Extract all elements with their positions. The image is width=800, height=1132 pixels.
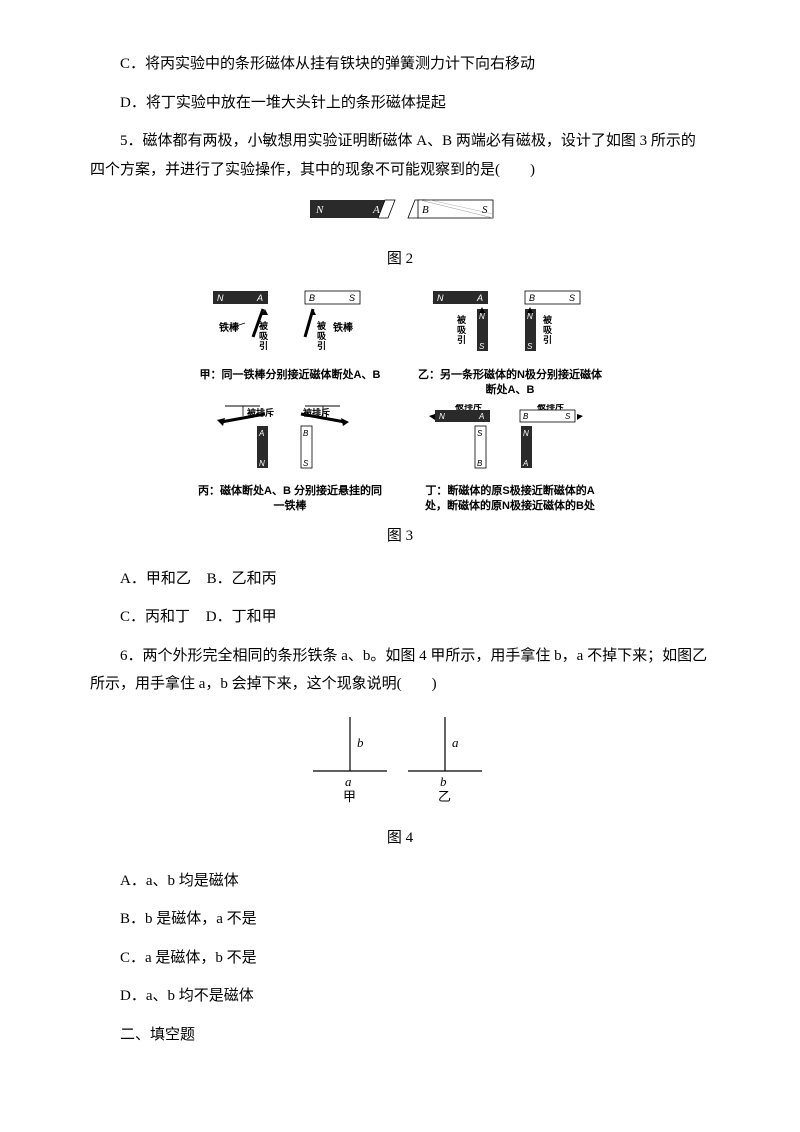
svg-text:被排斥: 被排斥 bbox=[247, 407, 274, 418]
svg-text:吸: 吸 bbox=[317, 331, 327, 341]
svg-text:S: S bbox=[349, 293, 355, 303]
figure-2-label: 图 2 bbox=[90, 245, 710, 274]
svg-text:S: S bbox=[565, 412, 571, 421]
svg-text:N: N bbox=[217, 293, 224, 303]
svg-text:引: 引 bbox=[317, 340, 326, 351]
svg-text:A: A bbox=[476, 293, 483, 303]
q5-opt-d: D．丁和甲 bbox=[206, 609, 277, 625]
svg-text:被排斥: 被排斥 bbox=[455, 404, 482, 411]
q5-opt-b: B．乙和丙 bbox=[207, 571, 277, 587]
q5-options-cd: C．丙和丁 D．丁和甲 bbox=[90, 603, 710, 632]
svg-text:B: B bbox=[422, 204, 429, 216]
svg-text:被: 被 bbox=[259, 320, 269, 331]
svg-text:A: A bbox=[258, 429, 264, 438]
svg-text:引: 引 bbox=[259, 340, 268, 351]
svg-text:N: N bbox=[315, 204, 324, 216]
svg-text:B: B bbox=[477, 459, 483, 468]
svg-text:被排斥: 被排斥 bbox=[303, 407, 330, 418]
fig3-jia: N A 铁棒 被 吸 引 B S 被 吸 引 铁棒 甲：同一铁棒分别接近 bbox=[195, 287, 385, 398]
svg-text:A: A bbox=[256, 293, 263, 303]
svg-text:N: N bbox=[437, 293, 444, 303]
svg-text:引: 引 bbox=[543, 334, 552, 345]
svg-text:乙: 乙 bbox=[438, 789, 451, 804]
q6-text: 6．两个外形完全相同的条形铁条 a、b。如图 4 甲所示，用手拿住 b，a 不掉… bbox=[90, 642, 710, 699]
q6-opt-c: C．a 是磁体，b 不是 bbox=[90, 944, 710, 973]
svg-text:S: S bbox=[569, 293, 575, 303]
svg-text:A: A bbox=[372, 204, 380, 216]
svg-text:N: N bbox=[259, 459, 265, 468]
svg-text:吸: 吸 bbox=[457, 325, 467, 335]
svg-text:被: 被 bbox=[543, 314, 553, 325]
svg-text:N: N bbox=[527, 312, 533, 321]
svg-text:S: S bbox=[479, 342, 485, 351]
svg-text:被: 被 bbox=[457, 314, 467, 325]
q6-opt-d: D．a、b 均不是磁体 bbox=[90, 982, 710, 1011]
q5-opt-c: C．丙和丁 bbox=[120, 609, 190, 625]
svg-text:b: b bbox=[440, 774, 447, 789]
fig3-ding-caption: 丁：断磁体的原S极接近断磁体的A处，断磁体的原N极接近磁体的B处 bbox=[415, 484, 605, 514]
q4-option-d: D．将丁实验中放在一堆大头针上的条形磁体提起 bbox=[90, 89, 710, 118]
svg-text:铁棒: 铁棒 bbox=[333, 321, 354, 334]
svg-text:S: S bbox=[303, 459, 309, 468]
fig3-bing-caption: 丙：磁体断处A、B 分别接近悬挂的同一铁棒 bbox=[195, 484, 385, 514]
svg-text:N: N bbox=[479, 312, 485, 321]
svg-text:N: N bbox=[523, 429, 529, 438]
svg-text:引: 引 bbox=[457, 334, 466, 345]
figure-2: N A B S bbox=[90, 194, 710, 235]
svg-text:吸: 吸 bbox=[543, 325, 553, 335]
figure-3: N A 铁棒 被 吸 引 B S 被 吸 引 铁棒 甲：同一铁棒分别接近 bbox=[90, 287, 710, 514]
svg-text:B: B bbox=[529, 293, 535, 303]
svg-text:a: a bbox=[452, 735, 459, 750]
fig3-ding: A N 被排斥 S B B S 被排斥 N A 丁：断磁体的原S极接近断磁体的A… bbox=[415, 404, 605, 515]
figure-4-label: 图 4 bbox=[90, 824, 710, 853]
q5-text: 5．磁体都有两极，小敏想用实验证明断磁体 A、B 两端必有磁极，设计了如图 3 … bbox=[90, 127, 710, 184]
fig3-bing: 被排斥 A N 被排斥 B S 丙：磁体断处A、B 分别接近悬挂的同一铁棒 bbox=[195, 404, 385, 515]
figure-4: b a 甲 a b 乙 bbox=[90, 709, 710, 815]
svg-text:甲: 甲 bbox=[343, 789, 356, 804]
fig3-yi: N A N S 被 吸 引 B S N S 被 吸 引 bbox=[415, 287, 605, 398]
svg-text:被排斥: 被排斥 bbox=[537, 404, 564, 411]
svg-text:B: B bbox=[523, 412, 529, 421]
svg-text:a: a bbox=[345, 774, 352, 789]
q5-options-ab: A．甲和乙 B．乙和丙 bbox=[90, 565, 710, 594]
section-2-heading: 二、填空题 bbox=[90, 1021, 710, 1050]
q6-opt-b: B．b 是磁体，a 不是 bbox=[90, 905, 710, 934]
svg-text:B: B bbox=[309, 293, 315, 303]
q5-opt-a: A．甲和乙 bbox=[120, 571, 191, 587]
q6-opt-a: A．a、b 均是磁体 bbox=[90, 867, 710, 896]
q4-option-c: C．将丙实验中的条形磁体从挂有铁块的弹簧测力计下向右移动 bbox=[90, 50, 710, 79]
svg-text:S: S bbox=[527, 342, 533, 351]
svg-text:S: S bbox=[482, 204, 488, 216]
fig3-yi-caption: 乙：另一条形磁体的N极分别接近磁体断处A、B bbox=[415, 368, 605, 398]
figure-3-label: 图 3 bbox=[90, 522, 710, 551]
svg-text:A: A bbox=[478, 412, 484, 421]
svg-text:B: B bbox=[303, 429, 309, 438]
svg-text:N: N bbox=[439, 412, 445, 421]
svg-text:吸: 吸 bbox=[259, 331, 269, 341]
svg-text:b: b bbox=[357, 735, 364, 750]
svg-text:铁棒: 铁棒 bbox=[219, 321, 240, 334]
fig3-jia-caption: 甲：同一铁棒分别接近磁体断处A、B bbox=[195, 368, 385, 383]
svg-text:被: 被 bbox=[317, 320, 327, 331]
svg-text:A: A bbox=[522, 459, 528, 468]
svg-text:S: S bbox=[477, 429, 483, 438]
